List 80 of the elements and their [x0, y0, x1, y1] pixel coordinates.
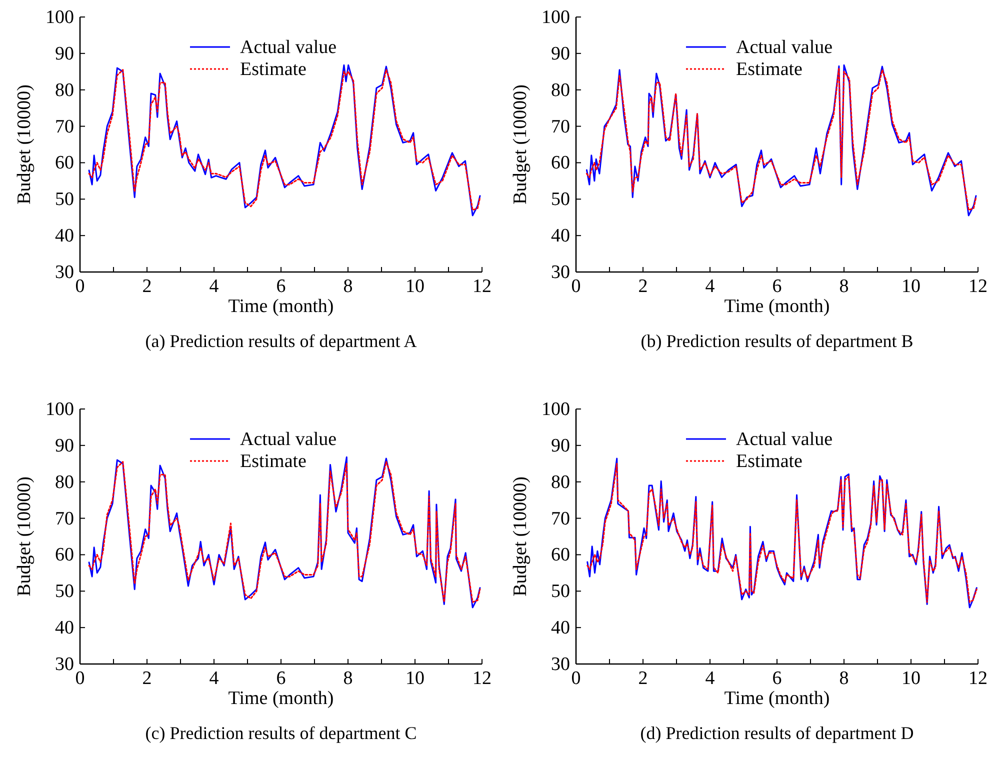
x-tick-label: 0: [75, 668, 85, 689]
x-tick-label: 10: [902, 276, 920, 297]
y-tick-label: 70: [55, 116, 74, 138]
x-tick-label: 12: [968, 668, 988, 689]
x-tick-label: 6: [276, 276, 286, 297]
x-tick-label: 2: [638, 668, 648, 689]
y-tick-label: 80: [55, 472, 74, 493]
y-tick-label: 50: [55, 581, 74, 602]
x-tick-label: 6: [772, 668, 782, 689]
y-tick-label: 90: [55, 43, 74, 64]
x-tick-label: 0: [75, 276, 85, 297]
x-tick-label: 8: [839, 668, 849, 689]
x-tick-label: 8: [343, 668, 353, 689]
x-tick-label: 4: [209, 668, 220, 689]
y-tick-label: 60: [551, 544, 570, 566]
legend-label: Estimate: [736, 451, 802, 472]
legend-label: Actual value: [240, 37, 337, 58]
y-tick-label: 80: [55, 80, 74, 101]
legend-label: Actual value: [736, 37, 833, 58]
text: (b) Prediction results of department B: [640, 331, 914, 351]
x-tick-label: 4: [209, 276, 220, 297]
legend-label: Actual value: [240, 429, 337, 450]
y-tick-label: 30: [551, 654, 570, 675]
y-tick-label: 100: [542, 7, 570, 28]
x-tick-label: 10: [406, 276, 424, 297]
y-axis-title: Budget (10000): [510, 84, 531, 204]
y-tick-label: 30: [55, 654, 74, 675]
y-tick-label: 70: [551, 116, 570, 138]
x-tick-label: 10: [902, 668, 920, 689]
text: (d) Prediction results of department D: [640, 723, 914, 743]
y-tick-label: 40: [551, 226, 570, 247]
x-axis-title: Time (month): [228, 296, 334, 317]
y-tick-label: 50: [55, 189, 74, 210]
y-axis-title: Budget (10000): [14, 476, 35, 596]
legend-label: Estimate: [736, 59, 802, 80]
x-tick-label: 2: [142, 276, 152, 297]
y-axis-title: Budget (10000): [14, 84, 35, 204]
text: (a) Prediction results of department A: [145, 331, 417, 351]
legend-label: Estimate: [240, 59, 306, 80]
text: (c) Prediction results of department C: [145, 723, 417, 743]
x-axis-title: Time (month): [724, 688, 830, 709]
y-tick-label: 100: [46, 399, 74, 420]
y-tick-label: 40: [55, 226, 74, 247]
y-tick-label: 100: [542, 399, 570, 420]
y-tick-label: 80: [551, 80, 570, 101]
x-tick-label: 6: [276, 668, 286, 689]
y-tick-label: 60: [55, 544, 74, 566]
legend-label: Estimate: [240, 451, 306, 472]
x-tick-label: 4: [705, 276, 716, 297]
y-tick-label: 60: [55, 152, 74, 174]
x-tick-label: 4: [705, 668, 716, 689]
y-tick-label: 90: [551, 435, 570, 456]
y-tick-label: 100: [46, 7, 74, 28]
x-tick-label: 12: [472, 276, 492, 297]
x-tick-label: 2: [142, 668, 152, 689]
y-tick-label: 70: [551, 508, 570, 530]
x-axis-title: Time (month): [724, 296, 830, 317]
x-tick-label: 6: [772, 276, 782, 297]
y-tick-label: 80: [551, 472, 570, 493]
x-tick-label: 2: [638, 276, 648, 297]
x-tick-label: 8: [343, 276, 353, 297]
x-axis-title: Time (month): [228, 688, 334, 709]
x-tick-label: 0: [571, 276, 581, 297]
y-tick-label: 90: [551, 43, 570, 64]
y-tick-label: 70: [55, 508, 74, 530]
y-tick-label: 40: [55, 618, 74, 639]
y-tick-label: 60: [551, 152, 570, 174]
y-axis-title: Budget (10000): [510, 476, 531, 596]
x-tick-label: 0: [571, 668, 581, 689]
y-tick-label: 90: [55, 435, 74, 456]
x-tick-label: 12: [968, 276, 988, 297]
y-tick-label: 50: [551, 581, 570, 602]
x-tick-label: 10: [406, 668, 424, 689]
x-tick-label: 8: [839, 276, 849, 297]
y-tick-label: 40: [551, 618, 570, 639]
y-tick-label: 50: [551, 189, 570, 210]
y-tick-label: 30: [551, 262, 570, 283]
legend-label: Actual value: [736, 429, 833, 450]
x-tick-label: 12: [472, 668, 492, 689]
y-tick-label: 30: [55, 262, 74, 283]
